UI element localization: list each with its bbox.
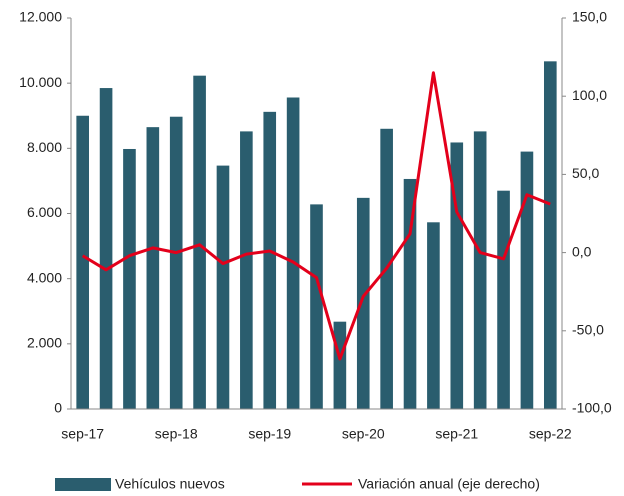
- y2-tick-label: 100,0: [572, 87, 607, 103]
- y2-tick-label: -100,0: [572, 400, 612, 416]
- bar: [497, 190, 510, 409]
- bar: [543, 61, 557, 409]
- bar: [99, 88, 113, 409]
- line: [81, 71, 551, 361]
- bar: [333, 321, 347, 409]
- x-tick-label: sep-20: [342, 426, 385, 442]
- y2-tick-label: -50,0: [572, 322, 604, 338]
- bar: [310, 204, 323, 409]
- bar: [473, 131, 487, 409]
- x-tick-label: sep-17: [61, 426, 104, 442]
- y-tick-label: 4.000: [27, 269, 62, 285]
- legend-swatch: [55, 478, 111, 491]
- y-tick-label: 8.000: [27, 139, 62, 155]
- bar: [193, 75, 206, 410]
- y2-tick-label: 150,0: [572, 9, 607, 25]
- x-tick-label: sep-21: [435, 426, 478, 442]
- bar: [356, 197, 370, 409]
- bar: [216, 165, 230, 409]
- bar: [450, 142, 464, 410]
- legend-label: Variación anual (eje derecho): [358, 476, 540, 492]
- legend-label: Vehículos nuevos: [115, 476, 225, 492]
- bar: [286, 97, 300, 410]
- y2-tick-label: 0,0: [572, 243, 592, 259]
- bar: [146, 127, 160, 409]
- bar: [169, 116, 183, 409]
- y2-tick-label: 50,0: [572, 165, 599, 181]
- y-tick-label: 6.000: [27, 204, 62, 220]
- bar: [123, 148, 136, 410]
- y-tick-label: 0: [54, 400, 62, 416]
- bar: [76, 115, 90, 409]
- x-tick-label: sep-18: [155, 426, 198, 442]
- y-tick-label: 12.000: [19, 9, 62, 25]
- x-tick-label: sep-19: [248, 426, 291, 442]
- bar: [263, 111, 277, 409]
- bar: [427, 222, 440, 409]
- bar: [240, 131, 253, 409]
- y-tick-label: 2.000: [27, 335, 62, 351]
- bar: [520, 151, 534, 409]
- y-tick-label: 10.000: [19, 74, 62, 90]
- x-tick-label: sep-22: [529, 426, 572, 442]
